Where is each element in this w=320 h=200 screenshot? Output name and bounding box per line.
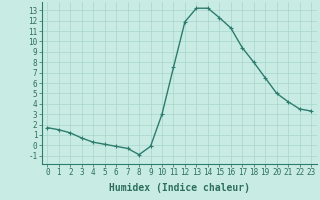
X-axis label: Humidex (Indice chaleur): Humidex (Indice chaleur) [109,183,250,193]
